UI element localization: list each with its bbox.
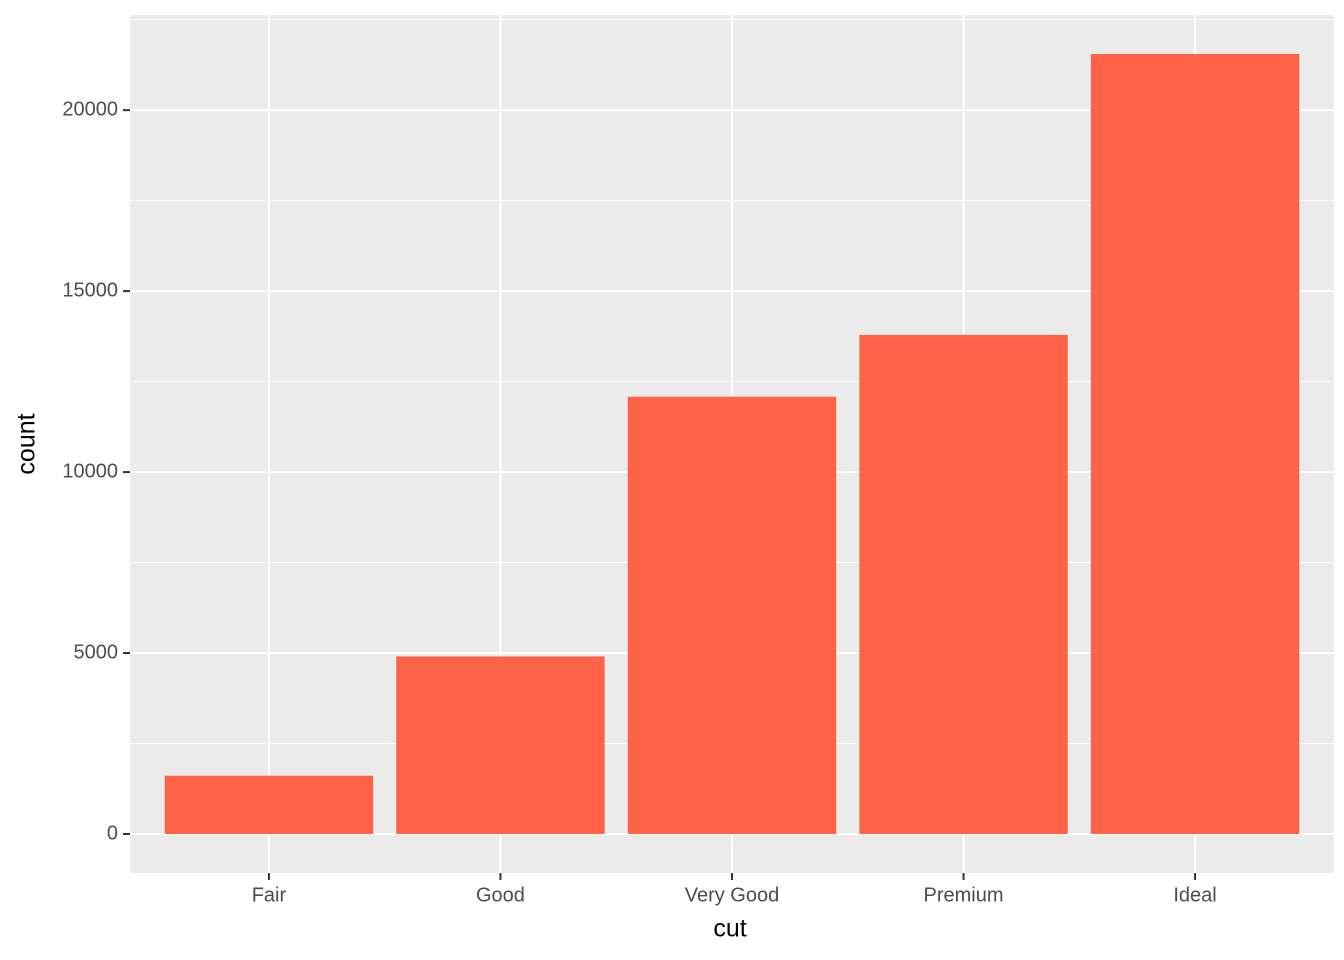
y-tick-label: 5000 — [74, 641, 119, 663]
bar — [627, 396, 837, 834]
bar — [164, 775, 374, 834]
bar — [1090, 54, 1300, 834]
y-tick-label: 15000 — [62, 279, 118, 301]
x-tick-label: Fair — [252, 884, 287, 906]
y-tick-label: 20000 — [62, 98, 118, 120]
y-tick-label: 0 — [107, 822, 118, 844]
y-tick-label: 10000 — [62, 460, 118, 482]
x-tick-label: Ideal — [1173, 884, 1216, 906]
x-tick-label: Premium — [924, 884, 1004, 906]
x-axis-title: cut — [713, 915, 746, 943]
x-tick-label: Good — [476, 884, 525, 906]
bar — [859, 334, 1068, 834]
bar — [396, 656, 605, 834]
y-axis-title: count — [13, 413, 41, 474]
x-tick-label: Very Good — [685, 884, 780, 906]
